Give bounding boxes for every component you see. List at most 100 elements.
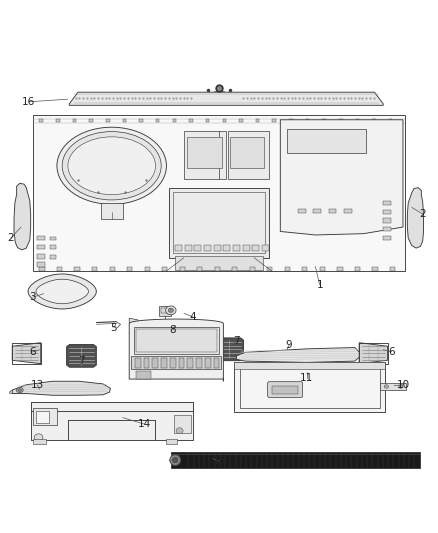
Bar bbox=[185, 245, 192, 251]
Text: 7: 7 bbox=[78, 356, 85, 366]
Bar bbox=[175, 245, 182, 251]
Polygon shape bbox=[10, 390, 12, 393]
Bar bbox=[262, 245, 269, 251]
Text: 7: 7 bbox=[233, 336, 240, 346]
Bar bbox=[89, 119, 93, 122]
Bar bbox=[127, 266, 132, 271]
Bar bbox=[240, 366, 380, 408]
Bar bbox=[214, 245, 221, 251]
Bar bbox=[322, 119, 326, 122]
Bar bbox=[169, 188, 269, 258]
Bar bbox=[250, 266, 255, 271]
Bar bbox=[33, 408, 57, 425]
Bar bbox=[36, 411, 49, 423]
Polygon shape bbox=[69, 92, 383, 106]
Bar bbox=[37, 245, 45, 249]
Bar bbox=[187, 359, 193, 368]
Bar bbox=[144, 359, 149, 368]
Ellipse shape bbox=[168, 308, 173, 312]
Bar bbox=[234, 361, 385, 369]
Bar bbox=[223, 119, 226, 122]
Text: 6: 6 bbox=[389, 347, 396, 357]
Bar bbox=[184, 131, 226, 179]
Bar bbox=[337, 266, 343, 271]
Bar bbox=[106, 119, 110, 122]
Bar bbox=[31, 402, 193, 440]
Text: 1: 1 bbox=[316, 280, 323, 290]
Polygon shape bbox=[12, 381, 110, 395]
Text: 14: 14 bbox=[138, 419, 151, 429]
Bar bbox=[145, 266, 150, 271]
Ellipse shape bbox=[166, 306, 176, 314]
Bar bbox=[37, 254, 45, 259]
Bar bbox=[233, 245, 240, 251]
Text: 15: 15 bbox=[212, 456, 226, 466]
Polygon shape bbox=[12, 343, 41, 364]
Bar bbox=[383, 236, 391, 240]
Bar bbox=[139, 119, 143, 122]
Bar bbox=[267, 266, 272, 271]
Bar bbox=[159, 306, 171, 316]
Text: 9: 9 bbox=[286, 341, 293, 350]
Polygon shape bbox=[237, 348, 359, 362]
Text: 11: 11 bbox=[300, 373, 313, 383]
Bar bbox=[92, 266, 97, 271]
Bar bbox=[37, 236, 45, 240]
Bar bbox=[161, 359, 167, 368]
Polygon shape bbox=[214, 338, 244, 361]
Bar bbox=[372, 119, 376, 122]
Ellipse shape bbox=[384, 385, 389, 388]
Bar bbox=[359, 343, 388, 364]
Bar bbox=[389, 119, 392, 122]
Bar bbox=[215, 266, 220, 271]
Bar bbox=[162, 266, 167, 271]
Bar bbox=[50, 246, 56, 249]
Ellipse shape bbox=[68, 137, 155, 195]
Bar bbox=[131, 356, 221, 369]
Bar bbox=[328, 209, 336, 213]
Ellipse shape bbox=[173, 457, 178, 463]
Polygon shape bbox=[407, 188, 424, 248]
Bar bbox=[50, 255, 56, 259]
Bar bbox=[50, 237, 56, 240]
Polygon shape bbox=[129, 319, 223, 381]
Polygon shape bbox=[36, 279, 88, 304]
Bar bbox=[194, 245, 201, 251]
Bar bbox=[101, 204, 123, 219]
Polygon shape bbox=[67, 344, 96, 367]
Bar bbox=[256, 119, 259, 122]
Bar bbox=[372, 266, 378, 271]
Bar bbox=[298, 209, 306, 213]
Polygon shape bbox=[14, 183, 31, 250]
FancyBboxPatch shape bbox=[268, 382, 303, 398]
Bar bbox=[166, 439, 177, 445]
Bar bbox=[383, 227, 391, 231]
Bar bbox=[232, 266, 237, 271]
Bar bbox=[243, 245, 250, 251]
Polygon shape bbox=[359, 343, 388, 364]
Bar bbox=[56, 119, 60, 122]
Bar bbox=[110, 266, 115, 271]
Bar bbox=[383, 209, 391, 214]
Bar bbox=[228, 131, 269, 179]
Ellipse shape bbox=[399, 385, 403, 388]
Bar bbox=[12, 343, 41, 364]
Text: 16: 16 bbox=[22, 97, 35, 107]
Ellipse shape bbox=[176, 427, 183, 434]
Bar bbox=[204, 245, 211, 251]
Bar bbox=[285, 266, 290, 271]
Bar bbox=[287, 130, 366, 154]
Bar bbox=[390, 266, 395, 271]
Bar bbox=[31, 402, 193, 411]
Bar bbox=[135, 359, 141, 368]
Bar bbox=[74, 266, 80, 271]
Text: 3: 3 bbox=[29, 292, 36, 302]
Bar bbox=[344, 209, 352, 213]
Bar bbox=[205, 359, 211, 368]
Bar bbox=[175, 256, 263, 270]
Bar bbox=[197, 266, 202, 271]
Bar bbox=[33, 439, 46, 445]
Bar bbox=[57, 266, 62, 271]
Bar bbox=[156, 119, 159, 122]
Bar bbox=[136, 371, 151, 378]
